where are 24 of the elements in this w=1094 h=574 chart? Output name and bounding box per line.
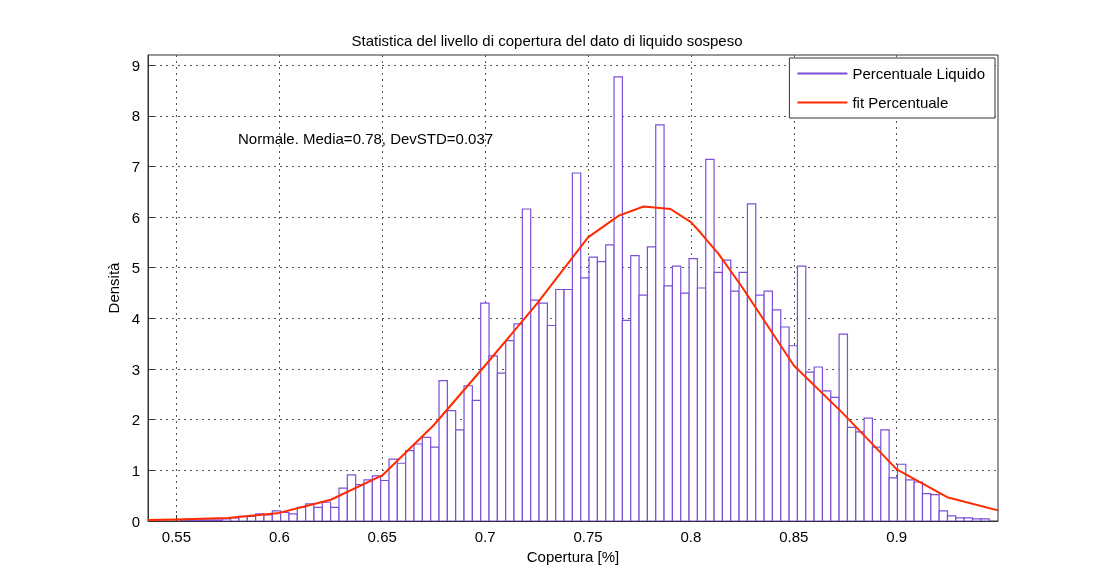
- legend-label: Percentuale Liquido: [852, 65, 986, 82]
- y-tick-label: 6: [131, 208, 140, 226]
- x-axis-title: Copertura [%]: [526, 547, 620, 565]
- x-tick-label: 0.65: [367, 528, 397, 545]
- y-tick-label: 7: [131, 157, 140, 175]
- x-tick-label: 0.75: [573, 528, 603, 545]
- x-tick-label: 0.7: [474, 528, 496, 545]
- y-tick-label: 8: [131, 107, 140, 125]
- x-tick-label: 0.9: [886, 528, 908, 545]
- y-tick-label: 0: [131, 512, 140, 530]
- x-tick-label: 0.8: [680, 528, 702, 545]
- chart-title: Statistica del livello di copertura del dato di liquido sospeso: [351, 32, 743, 49]
- x-tick-label: 0.6: [268, 528, 290, 545]
- y-tick-label: 9: [131, 56, 140, 74]
- y-tick-label: 3: [131, 360, 140, 378]
- y-tick-label: 2: [131, 411, 140, 429]
- y-tick-label: 5: [131, 259, 140, 277]
- y-axis-title: Densità: [104, 261, 122, 314]
- annotation: Normale. Media=0.78, DevSTD=0.037: [238, 130, 494, 147]
- y-tick-label: 1: [131, 461, 140, 479]
- x-tick-label: 0.85: [779, 528, 809, 545]
- x-tick-label: 0.55: [161, 528, 191, 545]
- y-tick-label: 4: [131, 309, 140, 327]
- legend-label: fit Percentuale: [852, 94, 949, 111]
